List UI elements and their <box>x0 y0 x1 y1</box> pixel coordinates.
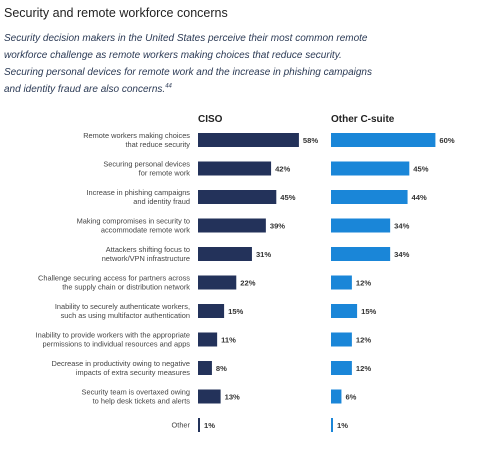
value-label-ciso: 45% <box>280 193 295 202</box>
category-label-line: Other <box>172 421 191 430</box>
chart-rows: Remote workers making choices that reduce… <box>36 131 455 432</box>
bar-ciso <box>198 161 272 176</box>
bar-ciso <box>198 190 277 204</box>
subtitle-line-1: Security decision makers in the United S… <box>4 33 368 44</box>
chart-row: Remote workers making choices that reduce… <box>83 131 455 149</box>
category-label-line: Inability to provide workers with the ap… <box>36 331 190 340</box>
subtitle-line-2: workforce challenge as remote workers ma… <box>4 50 342 61</box>
category-label-line: Remote workers making choices <box>83 131 190 140</box>
value-label-other-csuite: 45% <box>413 165 428 174</box>
category-label: Attackers shifting focus to network/VPN i… <box>102 245 190 263</box>
footnote-ref: 44 <box>165 83 172 90</box>
category-label: Security team is overtaxed owing to help … <box>82 388 191 406</box>
series-header-ciso: CISO <box>198 114 223 125</box>
bar-ciso <box>198 247 252 261</box>
value-label-ciso: 8% <box>216 364 227 373</box>
bar-other-csuite <box>331 332 352 347</box>
chart-row: Security team is overtaxed owing to help … <box>82 388 357 406</box>
value-label-ciso: 1% <box>204 421 215 430</box>
category-label-line: such as using multifactor authentication <box>61 311 190 320</box>
chart-row: Making compromises in security to accommo… <box>77 217 410 235</box>
value-label-ciso: 22% <box>240 279 255 288</box>
chart-row: Challenge securing access for partners a… <box>38 274 371 292</box>
value-label-other-csuite: 1% <box>337 421 348 430</box>
value-label-other-csuite: 6% <box>345 393 356 402</box>
bar-other-csuite <box>331 190 408 204</box>
value-label-other-csuite: 44% <box>412 193 427 202</box>
value-label-ciso: 11% <box>221 336 236 345</box>
category-label: Remote workers making choices that reduce… <box>83 131 190 149</box>
bar-other-csuite <box>331 161 410 176</box>
category-label: Securing personal devices for remote work <box>103 160 190 178</box>
category-label-line: that reduce security <box>126 140 191 149</box>
bar-other-csuite <box>331 133 436 147</box>
subtitle-line-3: Securing personal devices for remote wor… <box>4 67 372 78</box>
chart-row: Inability to securely authenticate worke… <box>55 302 377 320</box>
bar-other-csuite <box>331 389 342 404</box>
value-label-other-csuite: 12% <box>356 336 371 345</box>
category-label-line: the supply chain or distribution network <box>62 283 190 292</box>
category-label-line: impacts of extra security measures <box>76 368 190 377</box>
value-label-ciso: 31% <box>256 250 271 259</box>
bar-ciso <box>198 304 225 318</box>
category-label-line: to help desk tickets and alerts <box>93 397 191 406</box>
category-label-line: Challenge securing access for partners a… <box>38 274 190 283</box>
value-label-ciso: 58% <box>303 136 318 145</box>
subtitle-line-4: and identity fraud are also concerns.44 <box>4 81 372 98</box>
category-label-line: and identity fraud <box>133 197 190 206</box>
chart-row: Inability to provide workers with the ap… <box>36 331 372 349</box>
bar-ciso <box>198 275 237 290</box>
value-label-ciso: 42% <box>275 165 290 174</box>
category-label-line: for remote work <box>139 169 191 178</box>
value-label-ciso: 13% <box>225 393 240 402</box>
category-label: Making compromises in security to accommo… <box>77 217 191 235</box>
value-label-other-csuite: 12% <box>356 364 371 373</box>
value-label-other-csuite: 15% <box>361 307 376 316</box>
category-label-line: Inability to securely authenticate worke… <box>55 302 190 311</box>
bar-other-csuite <box>331 304 358 318</box>
category-label-line: permissions to individual resources and … <box>43 340 191 349</box>
category-label-line: Security team is overtaxed owing <box>82 388 190 397</box>
bar-other-csuite <box>331 275 352 290</box>
category-label-line: Making compromises in security to <box>77 217 190 226</box>
value-label-other-csuite: 34% <box>394 250 409 259</box>
subtitle-line-4-text: and identity fraud are also concerns. <box>4 84 166 95</box>
value-label-other-csuite: 34% <box>394 222 409 231</box>
category-label: Inability to securely authenticate worke… <box>55 302 190 320</box>
value-label-other-csuite: 60% <box>439 136 454 145</box>
value-label-ciso: 15% <box>228 307 243 316</box>
category-label-line: Securing personal devices <box>103 160 190 169</box>
bar-ciso <box>198 332 218 347</box>
chart-row: Other 1% 1% <box>172 418 348 432</box>
chart-row: Attackers shifting focus to network/VPN i… <box>102 245 410 263</box>
category-label-line: network/VPN infrastructure <box>102 254 190 263</box>
bar-ciso <box>198 133 299 147</box>
category-label-line: Attackers shifting focus to <box>106 245 190 254</box>
chart-row: Decrease in productivity owing to negati… <box>52 359 372 377</box>
bar-ciso <box>198 218 266 233</box>
bar-other-csuite <box>331 218 391 233</box>
chart-row: Increase in phishing campaigns and identi… <box>86 188 427 206</box>
series-header-other-csuite: Other C-suite <box>331 114 395 125</box>
chart-subtitle: Security decision makers in the United S… <box>4 30 372 98</box>
category-label: Increase in phishing campaigns and identi… <box>86 188 190 206</box>
category-label: Challenge securing access for partners a… <box>38 274 190 292</box>
category-label-line: Increase in phishing campaigns <box>86 188 190 197</box>
category-label: Decrease in productivity owing to negati… <box>52 359 191 377</box>
category-label: Inability to provide workers with the ap… <box>36 331 191 349</box>
value-label-ciso: 39% <box>270 222 285 231</box>
bar-other-csuite <box>331 418 333 432</box>
bar-other-csuite <box>331 361 352 375</box>
value-label-other-csuite: 12% <box>356 279 371 288</box>
bar-ciso <box>198 361 212 375</box>
chart-row: Securing personal devices for remote work… <box>103 160 428 178</box>
chart-title: Security and remote workforce concerns <box>4 6 228 20</box>
bar-ciso <box>198 389 221 404</box>
category-label-line: accommodate remote work <box>101 226 190 235</box>
category-label-line: Decrease in productivity owing to negati… <box>52 359 190 368</box>
bar-ciso <box>198 418 200 432</box>
bar-other-csuite <box>331 247 391 261</box>
category-label: Other <box>172 421 191 430</box>
